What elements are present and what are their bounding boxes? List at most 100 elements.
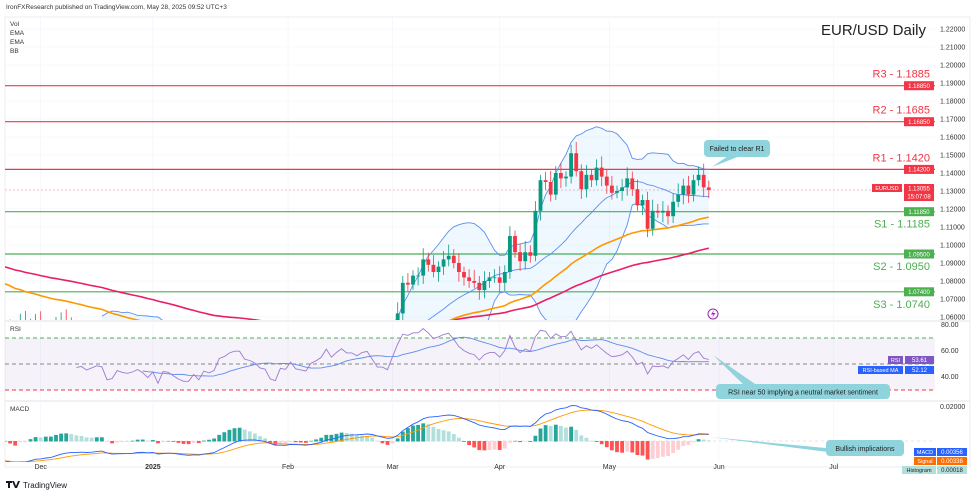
candle-body xyxy=(467,277,471,281)
candle-body xyxy=(579,171,584,190)
macd-histogram-bar xyxy=(696,439,701,442)
macd-histogram-bar xyxy=(329,434,334,442)
candle-body xyxy=(497,277,502,283)
tradingview-logo[interactable]: TradingView xyxy=(6,481,67,490)
price-tick-label: 1.14000 xyxy=(940,171,965,178)
macd-histogram-bar xyxy=(400,431,405,442)
macd-histogram-bar xyxy=(5,441,7,442)
candle-body xyxy=(640,200,645,206)
macd-histogram-bar xyxy=(298,441,303,443)
macd-histogram-bar xyxy=(23,441,28,443)
level-tag-s2 xyxy=(904,249,934,259)
macd-histogram-bar xyxy=(130,440,135,442)
macd-histogram-bar xyxy=(227,429,232,442)
macd-histogram-bar xyxy=(84,437,89,442)
macd-histogram-bar xyxy=(650,441,655,459)
price-tick-label: 1.10000 xyxy=(940,243,965,250)
macd-histogram-bar xyxy=(513,440,517,442)
macd-histogram-bar xyxy=(355,435,359,442)
level-tag-value: 1.16850 xyxy=(908,120,930,126)
macd-histogram-bar xyxy=(666,441,670,457)
candle-body xyxy=(594,167,599,181)
legend-ema-slow[interactable]: EMA xyxy=(10,39,25,46)
macd-histogram-bar xyxy=(125,441,130,442)
macd-histogram-bar xyxy=(304,441,308,443)
level-label-s3: S3 - 1.0740 xyxy=(873,299,930,311)
macd-histogram-bar xyxy=(457,437,461,442)
candle-body xyxy=(691,180,696,195)
level-tags: 1.18850 1.16850 1.14200 1.11850 1.09500 1.074… xyxy=(904,81,934,297)
macd-histogram-bar xyxy=(574,429,579,442)
macd-histogram-bar xyxy=(406,428,410,442)
candle-body xyxy=(472,281,477,283)
macd-histogram-bar xyxy=(579,435,584,442)
price-tick-label: 1.15000 xyxy=(940,153,965,160)
price-tick-label: 1.11000 xyxy=(940,225,965,232)
macd-histogram-bar xyxy=(467,441,471,446)
macd-histogram-bar xyxy=(625,441,630,452)
macd-histogram-bar xyxy=(599,441,604,445)
svg-text:Signal: Signal xyxy=(917,459,932,465)
candle-body xyxy=(548,182,553,195)
lightning-icon[interactable] xyxy=(707,308,719,320)
legend-bb[interactable]: BB xyxy=(10,48,19,55)
macd-histogram-bar xyxy=(375,440,380,442)
macd-histogram-bar xyxy=(487,441,492,450)
chart-title: EUR/USD Daily xyxy=(821,22,927,39)
legend-ema-fast[interactable]: EMA xyxy=(10,30,25,37)
price-tick-label: 1.19000 xyxy=(940,81,965,88)
ema-100-line xyxy=(5,247,709,320)
macd-histogram-bar xyxy=(43,436,48,442)
annotation-macd-text: Bullish implications xyxy=(835,446,895,453)
macd-histogram-bar xyxy=(365,436,369,442)
time-axis[interactable]: Dec 2025 Feb Mar Apr May Jun Jul xyxy=(34,464,838,471)
macd-histogram-bar xyxy=(74,435,79,442)
macd-histogram-bar xyxy=(472,441,477,448)
bollinger-lower xyxy=(487,202,709,320)
macd-histogram-bar xyxy=(110,441,114,444)
annotation-rsi-text: RSI near 50 implying a neutral market se… xyxy=(728,390,878,397)
candle-body xyxy=(620,187,624,191)
candle-body xyxy=(645,200,650,229)
macd-histogram-bar xyxy=(640,441,645,456)
candle-body xyxy=(446,255,451,260)
macd-histogram-bar xyxy=(258,436,262,442)
svg-text:15:07:08: 15:07:08 xyxy=(907,195,931,201)
candle-body xyxy=(681,185,686,195)
annotation-rsi: RSI near 50 implying a neutral market se… xyxy=(713,355,890,399)
macd-histogram-bar xyxy=(553,424,558,442)
candle-body xyxy=(671,201,675,217)
price-axis[interactable]: 1.22000 1.21000 1.20000 1.19000 1.18000 1.170… xyxy=(940,27,965,322)
macd-histogram-bar xyxy=(701,439,706,442)
candle-body xyxy=(589,174,594,181)
macd-histogram-bar xyxy=(446,431,451,442)
candle-body xyxy=(34,322,38,324)
candle-body xyxy=(706,187,711,190)
level-tag-value: 1.14200 xyxy=(908,168,930,174)
macd-histogram-bar xyxy=(390,441,395,444)
macd-histogram-bar xyxy=(360,435,364,442)
candle-body xyxy=(553,173,558,195)
bollinger-basis xyxy=(427,180,709,320)
macd-histogram-bar xyxy=(38,437,43,442)
candle-body xyxy=(441,259,446,267)
macd-histogram-bar xyxy=(676,441,681,450)
svg-text:0.00338: 0.00338 xyxy=(941,459,963,465)
legend-vol[interactable]: Vol xyxy=(10,21,20,28)
time-tick-label: Jun xyxy=(713,464,724,471)
price-tick-label: 1.17000 xyxy=(940,117,965,124)
svg-text:1.13055: 1.13055 xyxy=(908,187,930,193)
time-tick-label: Jul xyxy=(829,464,838,471)
macd-histogram-bar xyxy=(242,429,247,442)
candle-body xyxy=(492,277,497,279)
macd-histogram-bar xyxy=(319,437,324,442)
rsi-title: RSI xyxy=(10,326,21,333)
candles xyxy=(9,142,711,324)
candle-body xyxy=(457,263,461,272)
macd-histogram-bar xyxy=(691,441,696,443)
macd-histogram-bar xyxy=(89,437,94,442)
published-caption: IronFXResearch published on TradingView.… xyxy=(6,4,227,11)
rsi-tick: 40.00 xyxy=(941,374,959,381)
macd-histogram-bar xyxy=(548,425,553,442)
